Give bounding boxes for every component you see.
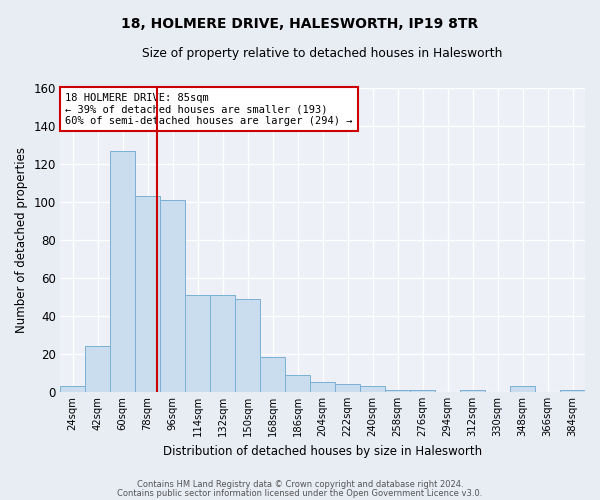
Y-axis label: Number of detached properties: Number of detached properties [15,147,28,333]
Bar [335,384,360,392]
Text: Contains public sector information licensed under the Open Government Licence v3: Contains public sector information licen… [118,489,482,498]
Text: 18 HOLMERE DRIVE: 85sqm
← 39% of detached houses are smaller (193)
60% of semi-d: 18 HOLMERE DRIVE: 85sqm ← 39% of detache… [65,92,353,126]
Bar [460,390,485,392]
Text: Contains HM Land Registry data © Crown copyright and database right 2024.: Contains HM Land Registry data © Crown c… [137,480,463,489]
X-axis label: Distribution of detached houses by size in Halesworth: Distribution of detached houses by size … [163,444,482,458]
Title: Size of property relative to detached houses in Halesworth: Size of property relative to detached ho… [142,48,503,60]
Bar [560,390,585,392]
Bar [510,386,535,392]
Bar [110,150,135,392]
Bar [135,196,160,392]
Bar [410,390,435,392]
Bar [285,374,310,392]
Bar [85,346,110,392]
Bar [210,295,235,392]
Bar [310,382,335,392]
Bar [235,298,260,392]
Bar [260,358,285,392]
Text: 18, HOLMERE DRIVE, HALESWORTH, IP19 8TR: 18, HOLMERE DRIVE, HALESWORTH, IP19 8TR [121,18,479,32]
Bar [60,386,85,392]
Bar [185,295,210,392]
Bar [360,386,385,392]
Bar [160,200,185,392]
Bar [385,390,410,392]
